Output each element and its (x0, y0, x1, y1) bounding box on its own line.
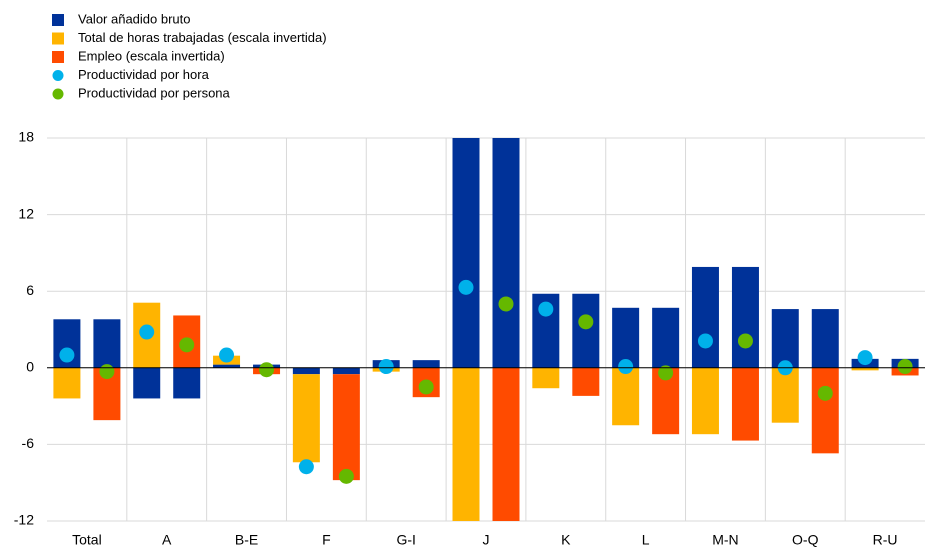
point (179, 337, 195, 353)
bar-segment (492, 138, 520, 368)
legend-label: Empleo (escala invertida) (78, 48, 225, 63)
point (578, 314, 594, 330)
y-tick-label: 6 (26, 282, 34, 298)
x-tick-label: A (162, 532, 172, 547)
legend-marker (52, 70, 64, 81)
legend-marker (52, 14, 64, 26)
bar-segment (691, 367, 719, 435)
point (99, 364, 115, 380)
y-tick-label: 0 (26, 359, 34, 375)
bar-segment (292, 367, 320, 375)
point (897, 359, 913, 375)
point (259, 362, 275, 378)
bar-segment (93, 319, 121, 368)
bar-segment (173, 367, 201, 399)
point (618, 359, 634, 375)
plot-area (53, 138, 919, 521)
legend-label: Productividad por persona (78, 85, 231, 100)
point (59, 347, 75, 363)
legend-label: Valor añadido bruto (78, 11, 191, 26)
point (697, 333, 713, 349)
bar-segment (771, 367, 799, 423)
point (737, 333, 753, 349)
bar-segment (691, 266, 719, 368)
bar-segment (492, 367, 520, 521)
point (378, 359, 394, 375)
x-tick-label: J (483, 532, 490, 547)
point (298, 459, 314, 475)
legend-label: Productividad por hora (78, 67, 210, 82)
point (139, 324, 155, 340)
point (538, 301, 554, 317)
y-tick-label: 12 (18, 205, 34, 221)
y-tick-label: -12 (14, 512, 34, 528)
bar-segment (851, 367, 879, 371)
x-tick-label: L (642, 532, 650, 547)
point (498, 296, 514, 312)
bar-segment (452, 367, 480, 521)
y-tick-label: 18 (18, 129, 34, 145)
point (658, 365, 674, 381)
bar-segment (652, 307, 680, 368)
point (418, 379, 434, 395)
legend-marker (52, 51, 64, 63)
x-tick-label: Total (72, 532, 102, 547)
bar-segment (811, 367, 839, 454)
legend-marker (52, 88, 64, 100)
x-tick-label: F (322, 532, 331, 547)
bar-segment (731, 266, 759, 368)
bar-segment (612, 307, 640, 368)
point (219, 347, 235, 363)
x-tick-label: M-N (712, 532, 738, 547)
point (817, 385, 833, 401)
bar-segment (213, 364, 241, 368)
legend-marker (52, 32, 64, 45)
y-tick-label: -6 (22, 435, 35, 451)
x-tick-label: B-E (235, 532, 258, 547)
bar-segment (412, 360, 440, 368)
bar-segment (292, 374, 320, 463)
bar-segment (572, 293, 600, 368)
x-tick-label: K (561, 532, 571, 547)
bar-segment (452, 138, 480, 368)
bar-segment (332, 367, 360, 375)
bar-segment (572, 367, 600, 396)
point (338, 468, 354, 484)
bar-segment (771, 309, 799, 368)
bar-segment (332, 374, 360, 481)
point (458, 279, 474, 295)
point (857, 350, 873, 366)
x-tick-label: G-I (396, 532, 415, 547)
bar-segment (731, 367, 759, 441)
bar-segment (53, 367, 81, 399)
legend-label: Total de horas trabajadas (escala invert… (78, 30, 327, 45)
bar-segment (612, 367, 640, 426)
bar-segment (811, 309, 839, 368)
x-tick-label: R-U (873, 532, 898, 547)
x-tick-label: O-Q (792, 532, 819, 547)
bar-segment (532, 367, 560, 389)
bar-segment (133, 367, 161, 399)
